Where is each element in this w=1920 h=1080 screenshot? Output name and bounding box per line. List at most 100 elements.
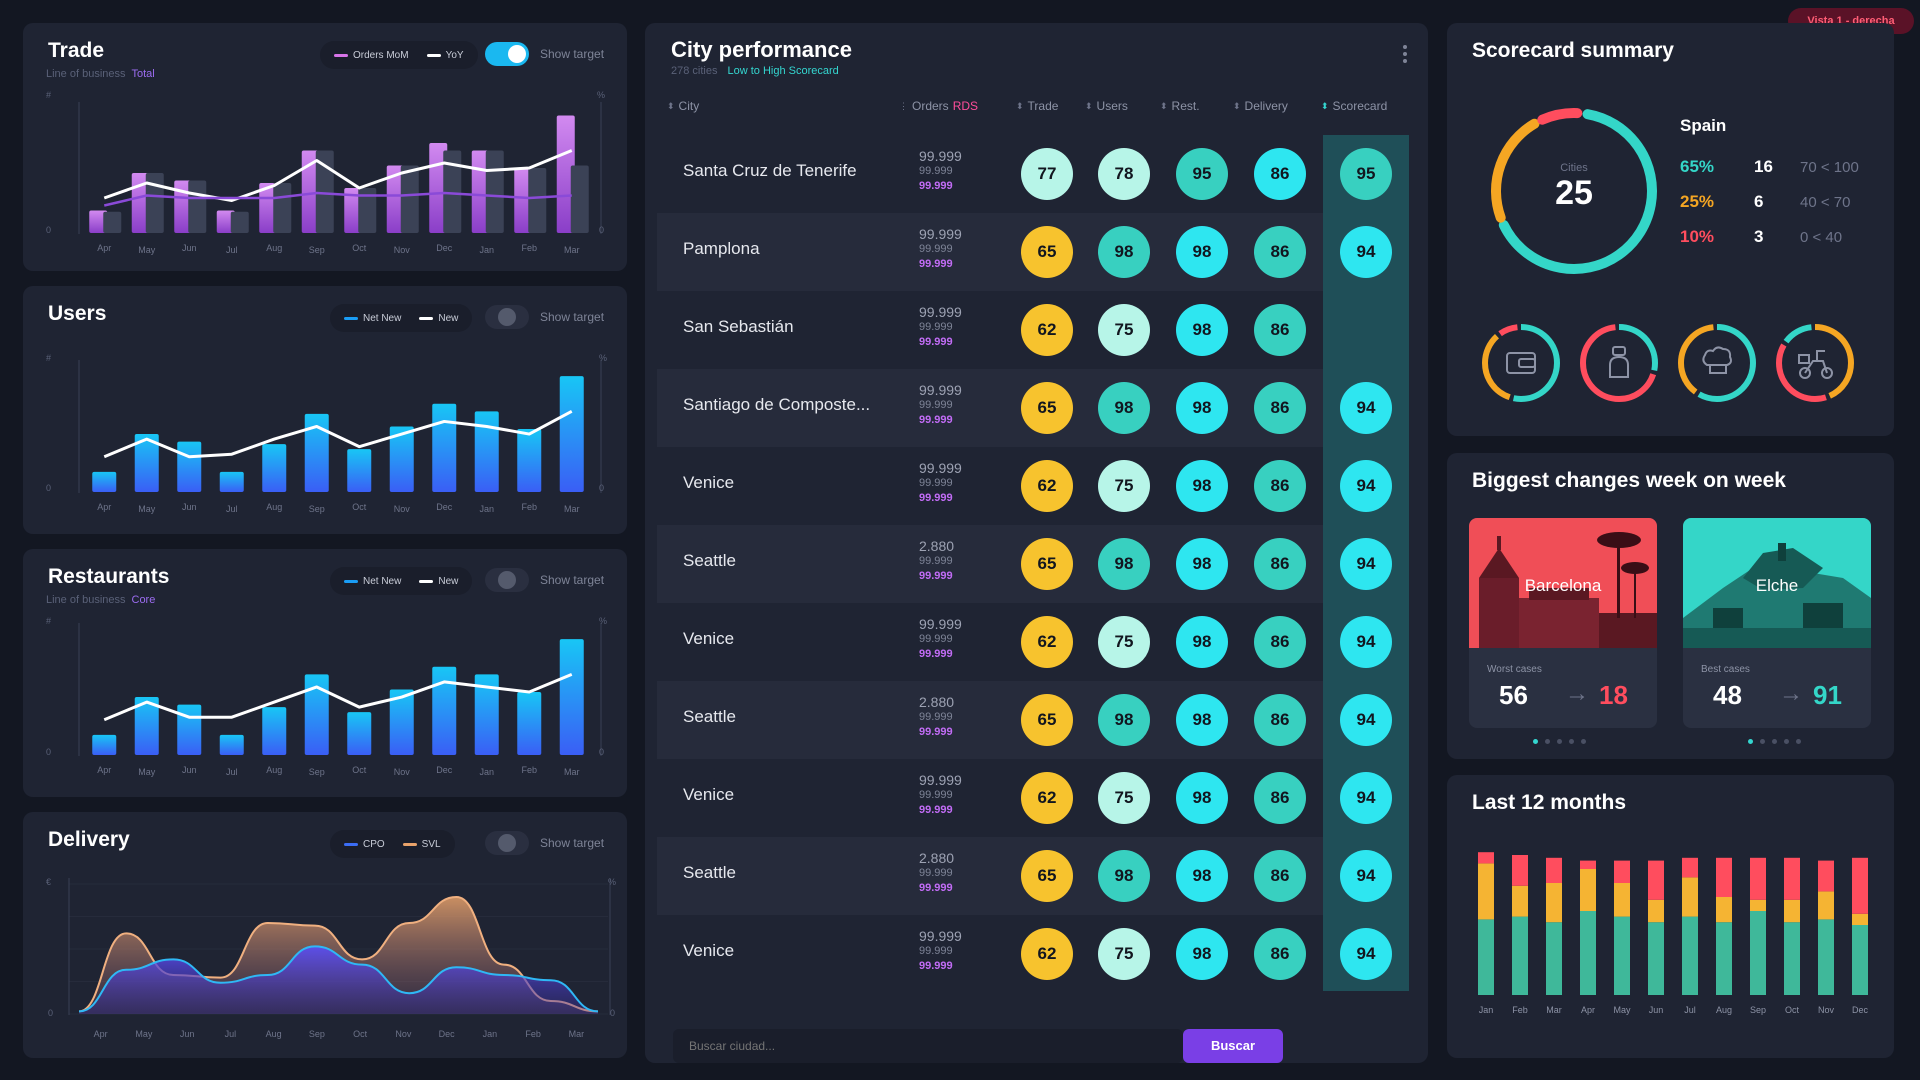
delivery-month-label: Dec (439, 1029, 456, 1039)
col-header-delivery[interactable]: ⬍ Delivery (1233, 99, 1288, 113)
restaurants-month-label: May (138, 767, 156, 777)
last12-bar-0-3 (1580, 911, 1596, 995)
delivery-month-label: Jul (225, 1029, 237, 1039)
last12-bar-2-9 (1784, 857, 1800, 900)
trade-bar-1-0 (103, 211, 122, 233)
city-name: Venice (683, 941, 735, 960)
restaurants-show-target-toggle[interactable] (485, 568, 529, 592)
trade-bar-0-5 (301, 150, 320, 233)
users-show-target-toggle[interactable] (485, 305, 529, 329)
card-from-value: 56 (1499, 680, 1528, 710)
delivery-title: Delivery (48, 828, 130, 851)
user-icon[interactable] (1577, 321, 1661, 405)
delivery-month-label: Nov (395, 1029, 412, 1039)
orders-value-3: 99.999 (919, 180, 953, 192)
card-city-name: Elche (1755, 576, 1799, 595)
change-card-barcelona[interactable]: Barcelona Worst cases 56 → 18 (1469, 518, 1657, 728)
col-header-users[interactable]: ⬍ Users (1085, 99, 1128, 113)
col-header-city[interactable]: ⬍ City (667, 99, 700, 113)
orders-value-2: 99.999 (919, 633, 953, 645)
breakdown-count: 6 (1754, 192, 1764, 211)
card-to-value: 91 (1813, 680, 1842, 710)
trade-month-label: Jan (479, 245, 494, 255)
breakdown-count: 16 (1754, 157, 1773, 176)
trade-month-label: Aug (266, 243, 282, 253)
last12-bar-1-10 (1818, 891, 1834, 920)
delivery-axis-left-zero: 0 (48, 1008, 53, 1018)
col-header-rest[interactable]: ⬍ Rest. (1160, 99, 1200, 113)
biggest-changes-title: Biggest changes week on week (1472, 469, 1786, 492)
sort-order-link[interactable]: Low to High Scorecard (727, 65, 839, 77)
orders-value-3: 99.999 (919, 726, 953, 738)
score-users: 78 (1098, 148, 1150, 200)
city-search-input[interactable] (673, 1029, 1183, 1063)
city-name: Seattle (683, 551, 736, 570)
delivery-area-0 (79, 946, 598, 1014)
orders-value-2: 99.999 (919, 243, 953, 255)
delivery-legend-0: CPO (363, 838, 385, 850)
score-delivery: 86 (1254, 928, 1306, 980)
restaurants-bar-0-4 (262, 707, 287, 755)
donut-value: 25 (1555, 174, 1593, 212)
trade-panel: Trade Line of business Total Orders MoM Y… (23, 23, 627, 271)
wallet-icon[interactable] (1479, 321, 1563, 405)
restaurants-month-label: Apr (97, 765, 111, 775)
search-button[interactable]: Buscar (1183, 1029, 1283, 1063)
delivery-panel: Delivery CPO SVL Show target Apr May Jun Ju… (23, 812, 627, 1058)
col-header-scorecard[interactable]: ⬍ Scorecard (1321, 99, 1388, 113)
last12-bar-0-6 (1682, 916, 1698, 995)
last12-month-label: Aug (1716, 1005, 1732, 1015)
orders-values: 2.880 99.999 99.999 (919, 539, 954, 584)
table-row[interactable]: Venice 99.999 99.999 99.999 (657, 603, 1327, 681)
col-header-trade[interactable]: ⬍ Trade (1016, 99, 1059, 113)
last12-bar-1-5 (1648, 899, 1664, 923)
city-performance-panel: City performance 278 cities Low to High S… (645, 23, 1428, 1063)
table-row[interactable]: San Sebastián 99.999 99.999 99.999 (657, 291, 1327, 369)
users-month-label: Oct (352, 502, 367, 512)
score-users: 75 (1098, 772, 1150, 824)
score-rest: 98 (1176, 616, 1228, 668)
last12-bar-2-3 (1580, 860, 1596, 869)
carousel-dots-elche[interactable] (1748, 739, 1801, 744)
last12-bar-2-5 (1648, 860, 1664, 900)
users-bar-0-10 (517, 429, 542, 492)
users-month-label: Aug (266, 502, 282, 512)
table-row[interactable]: Santa Cruz de Tenerife 99.999 99.999 99.999 (657, 135, 1327, 213)
col-header-orders[interactable]: ⋮ Orders RDS (899, 99, 979, 113)
table-row[interactable]: Seattle 2.880 99.999 99.999 (657, 837, 1327, 915)
scooter-icon[interactable] (1773, 321, 1857, 405)
trade-subtitle: Line of business Total (46, 68, 155, 80)
carousel-dots-barcelona[interactable] (1533, 739, 1586, 744)
score-trade: 65 (1021, 850, 1073, 902)
score-delivery: 86 (1254, 694, 1306, 746)
table-row[interactable]: Venice 99.999 99.999 99.999 (657, 759, 1327, 837)
users-bar-0-9 (474, 411, 499, 492)
users-title: Users (48, 302, 107, 325)
last12-bar-0-5 (1648, 922, 1664, 995)
table-row[interactable]: Venice 99.999 99.999 99.999 (657, 915, 1327, 993)
delivery-axis-right-top: % (608, 877, 616, 887)
orders-value-3: 99.999 (919, 960, 953, 972)
last12-bar-0-7 (1716, 922, 1732, 995)
trade-chart: Apr May Jun Jul Aug Sep Oct Nov Dec Jan Feb Mar # %… (46, 90, 605, 255)
delivery-show-target-toggle[interactable] (485, 831, 529, 855)
score-rest: 98 (1176, 460, 1228, 512)
delivery-axis-right-zero: 0 (610, 1008, 615, 1018)
scorecard-summary-title: Scorecard summary (1472, 39, 1674, 62)
trade-month-label: May (138, 245, 156, 255)
restaurants-month-label: Jul (226, 767, 238, 777)
chef-hat-icon[interactable] (1675, 321, 1759, 405)
city-name: San Sebastián (683, 317, 794, 336)
score-scorecard: 94 (1340, 226, 1392, 278)
orders-values: 99.999 99.999 99.999 (919, 773, 962, 818)
more-options-icon[interactable] (1402, 45, 1408, 65)
orders-value-1: 99.999 (919, 226, 962, 242)
city-count: 278 cities (671, 65, 718, 77)
change-card-elche[interactable]: Elche Best cases 48 → 91 (1683, 518, 1871, 728)
orders-value-3: 99.999 (919, 492, 953, 504)
table-row[interactable]: Venice 99.999 99.999 99.999 (657, 447, 1327, 525)
restaurants-month-label: Sep (309, 767, 325, 777)
breakdown-count: 3 (1754, 227, 1764, 246)
score-trade: 65 (1021, 226, 1073, 278)
trade-show-target-toggle[interactable] (485, 42, 529, 66)
